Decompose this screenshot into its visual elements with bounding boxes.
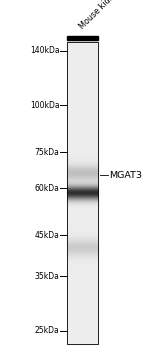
Text: 140kDa: 140kDa	[30, 46, 60, 55]
Bar	[67, 42, 98, 344]
Text: 60kDa: 60kDa	[35, 184, 60, 193]
Bar	[67, 42, 98, 344]
Text: 35kDa: 35kDa	[35, 272, 60, 281]
Bar	[67, 36, 98, 40]
Text: 100kDa: 100kDa	[30, 101, 60, 110]
Text: 45kDa: 45kDa	[35, 231, 60, 240]
Text: Mouse kidney: Mouse kidney	[78, 0, 123, 31]
Text: MGAT3: MGAT3	[109, 171, 142, 180]
Text: 25kDa: 25kDa	[35, 326, 60, 335]
Text: 75kDa: 75kDa	[35, 148, 60, 157]
